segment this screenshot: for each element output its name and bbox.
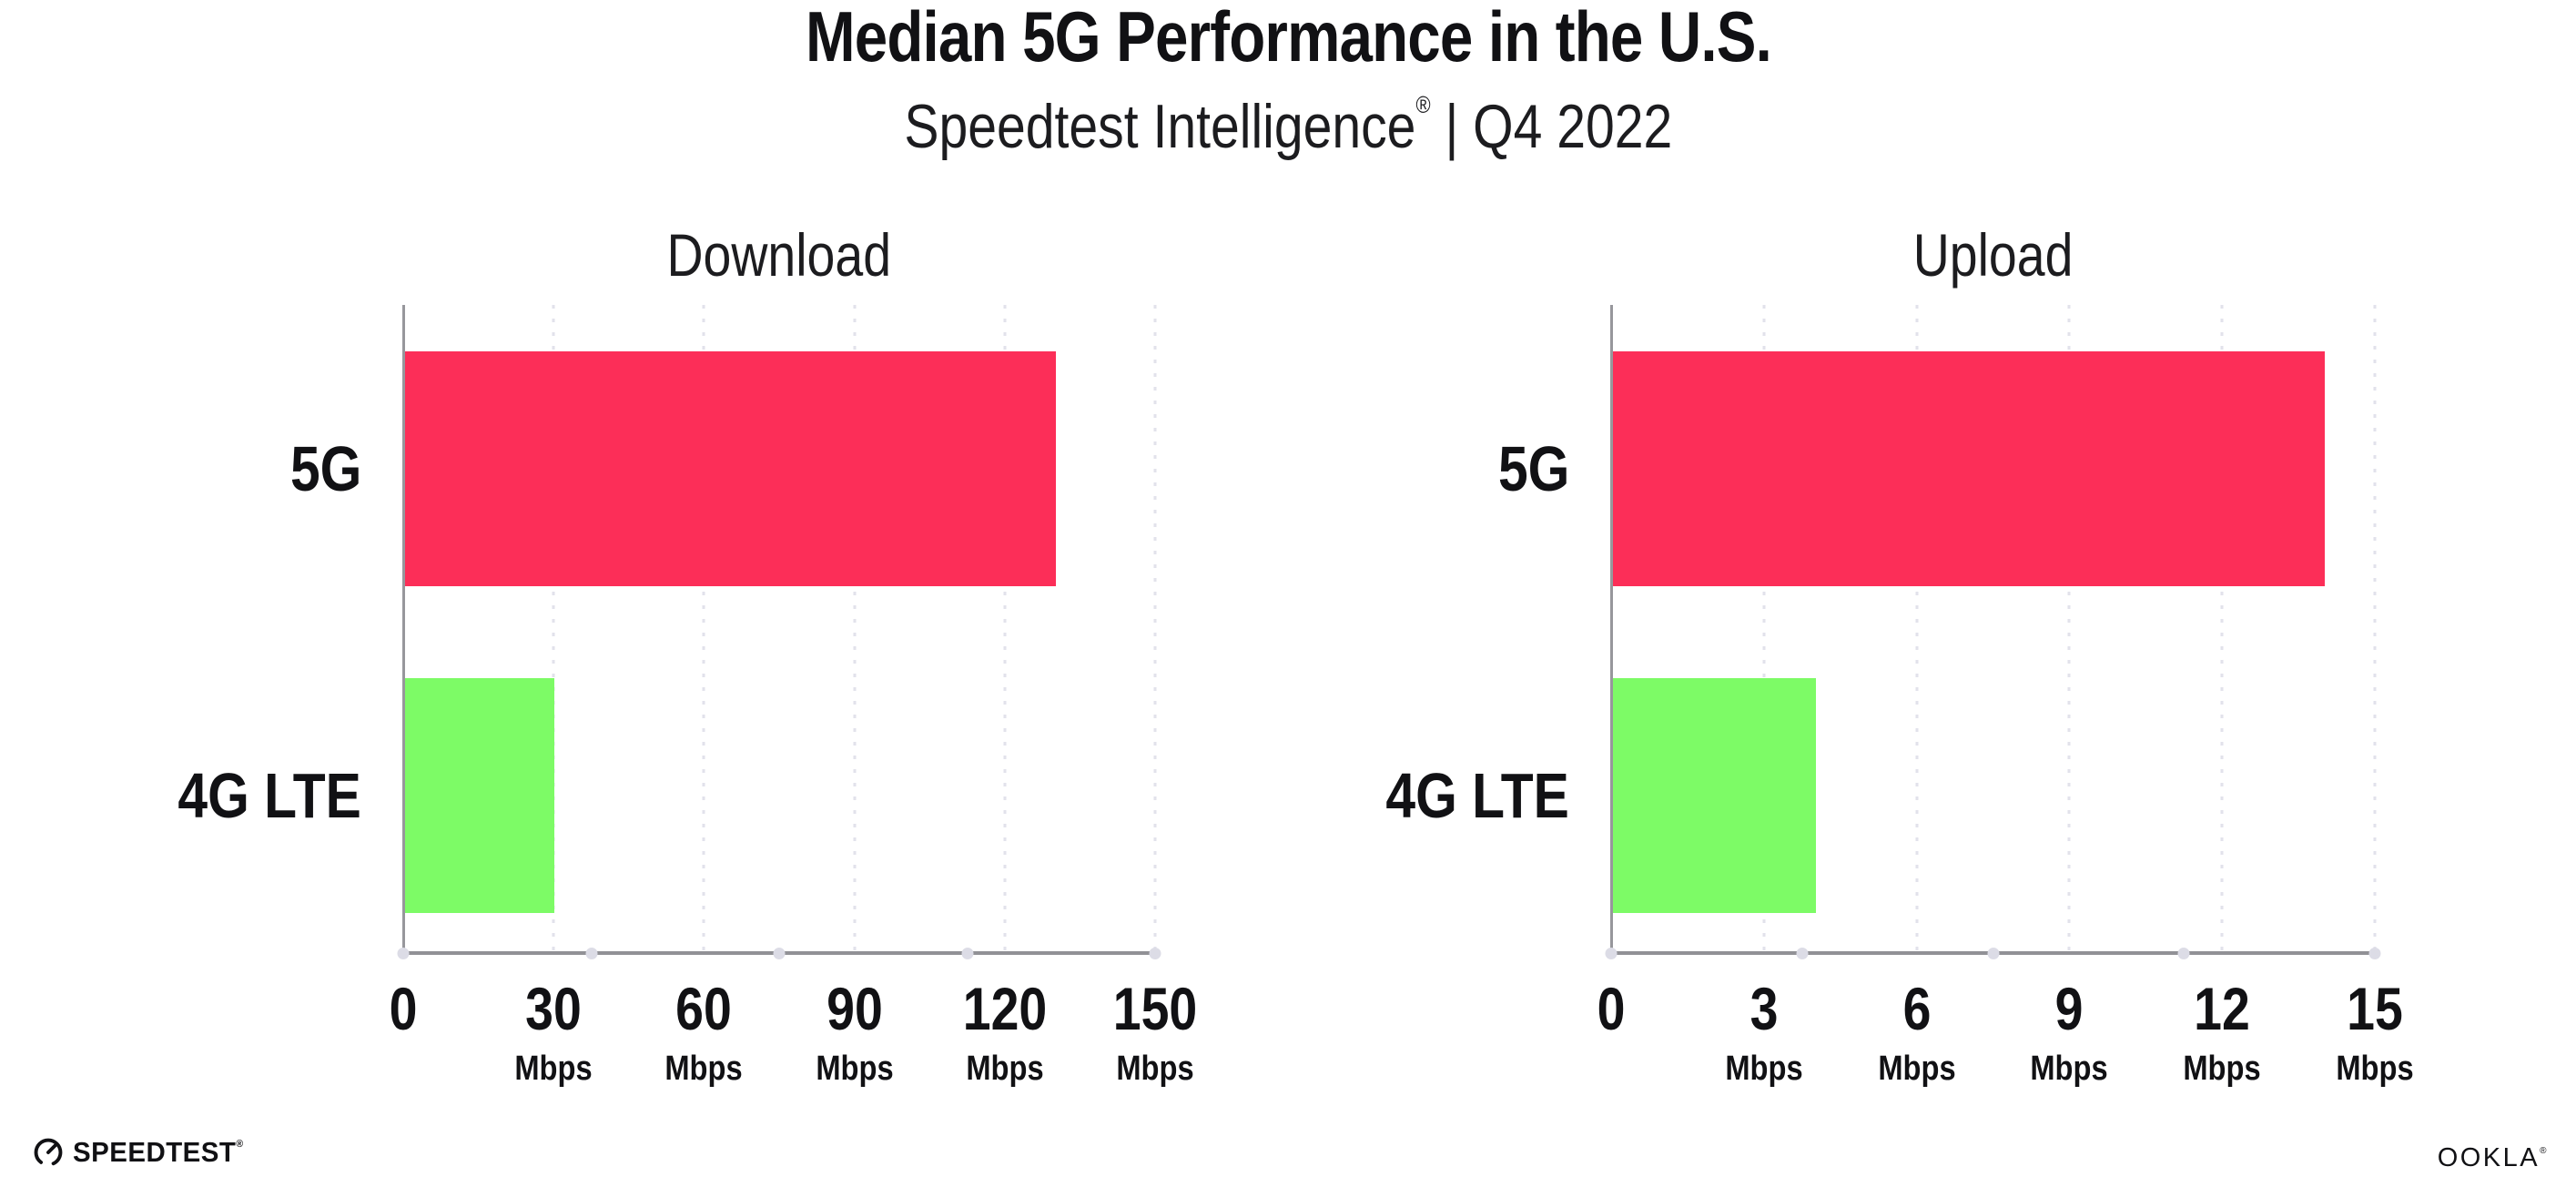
tick-unit: Mbps	[1116, 1050, 1194, 1088]
category-label-5g: 5G	[1497, 433, 1569, 504]
bar-row-4g-lte	[404, 678, 1156, 913]
axis-tick-dot	[961, 948, 973, 959]
tick-value: 9	[2054, 975, 2084, 1042]
tick-value: 90	[826, 975, 883, 1042]
tick-unit: Mbps	[1877, 1050, 1956, 1088]
upload-plot-area: 5G 4G LTE 0 3 Mbps 6 Mbps 9 Mbps 12 Mbps 15 Mbps	[1386, 305, 2414, 1086]
tick-value: 120	[962, 975, 1048, 1042]
tick-unit: Mbps	[966, 1050, 1044, 1088]
axis-tick-dot	[1796, 948, 1809, 959]
tick-unit: Mbps	[1725, 1050, 1803, 1088]
gridline-12	[2220, 305, 2224, 952]
axis-tick-dot	[2177, 948, 2190, 959]
gridline-60	[702, 305, 705, 952]
tick-label-90: 90 Mbps	[809, 979, 899, 1086]
bar-5g	[404, 351, 1056, 586]
registered-mark: ®	[1415, 91, 1431, 118]
axis-tick-dot	[397, 948, 410, 959]
tick-label-6: 6 Mbps	[1871, 979, 1962, 1086]
tick-value: 30	[525, 975, 583, 1042]
tick-label-3: 3 Mbps	[1719, 979, 1809, 1086]
speedtest-registered-mark: ®	[236, 1139, 244, 1150]
category-label-4g-lte: 4G LTE	[1385, 760, 1569, 831]
tick-label-30: 30 Mbps	[509, 979, 599, 1086]
bar-row-5g	[1612, 351, 2376, 586]
speedtest-gauge-icon	[33, 1137, 64, 1168]
download-plot-area: 5G 4G LTE 0 30 Mbps 60 Mbps 90 Mbps 120 Mbps 150 Mb…	[178, 305, 1197, 1086]
tick-label-15: 15 Mbps	[2329, 979, 2419, 1086]
tick-value: 15	[2347, 975, 2403, 1042]
tick-unit: Mbps	[815, 1050, 894, 1088]
tick-unit: Mbps	[2030, 1050, 2109, 1088]
bar-4g-lte	[1612, 678, 1816, 913]
tick-value: 0	[389, 975, 418, 1042]
subtitle-period: | Q4 2022	[1430, 92, 1672, 161]
tick-label-60: 60 Mbps	[659, 979, 749, 1086]
tick-value: 60	[675, 975, 733, 1042]
bar-4g-lte	[404, 678, 555, 913]
tick-value: 3	[1749, 975, 1779, 1042]
tick-value: 6	[1902, 975, 1932, 1042]
tick-label-150: 150 Mbps	[1105, 979, 1205, 1086]
category-label-5g: 5G	[289, 433, 361, 504]
upload-y-axis-line	[1610, 305, 1613, 954]
gridline-9	[2067, 305, 2071, 952]
subtitle-brand: Speedtest Intelligence	[904, 92, 1416, 161]
ookla-registered-mark: ®	[2540, 1146, 2549, 1156]
gridline-3	[1762, 305, 1766, 952]
tick-value: 12	[2194, 975, 2251, 1042]
tick-unit: Mbps	[2183, 1050, 2261, 1088]
speedtest-logo: SPEEDTEST®	[33, 1136, 252, 1169]
gridline-90	[853, 305, 857, 952]
download-y-axis-line	[402, 305, 405, 954]
bar-5g	[1612, 351, 2326, 586]
axis-tick-dot	[773, 948, 786, 959]
page-title: Median 5G Performance in the U.S.	[805, 0, 1772, 76]
tick-label-0: 0	[387, 979, 421, 1039]
tick-label-120: 120 Mbps	[955, 979, 1055, 1086]
axis-tick-dot	[2368, 948, 2381, 959]
tick-unit: Mbps	[514, 1050, 593, 1088]
gridline-15	[2373, 305, 2377, 952]
page-subtitle: Speedtest Intelligence® | Q4 2022	[0, 91, 2576, 161]
tick-label-0: 0	[1595, 979, 1628, 1039]
bar-row-4g-lte	[1612, 678, 2376, 913]
tick-label-9: 9 Mbps	[2024, 979, 2115, 1086]
gridline-120	[1003, 305, 1007, 952]
gridline-6	[1915, 305, 1919, 952]
gridline-150	[1153, 305, 1157, 952]
tick-unit: Mbps	[2336, 1050, 2414, 1088]
tick-unit: Mbps	[664, 1050, 744, 1088]
axis-tick-dot	[1605, 948, 1618, 959]
category-label-4g-lte: 4G LTE	[177, 760, 361, 831]
upload-chart-title: Upload	[1912, 221, 2074, 289]
bar-row-5g	[404, 351, 1156, 586]
axis-tick-dot	[585, 948, 597, 959]
download-chart-title: Download	[666, 221, 892, 289]
tick-value: 150	[1112, 975, 1198, 1042]
ookla-wordmark: OOKLA	[2437, 1143, 2541, 1172]
axis-tick-dot	[1149, 948, 1161, 959]
speedtest-wordmark: SPEEDTEST®	[73, 1136, 244, 1168]
ookla-logo: OOKLA®	[2438, 1143, 2549, 1173]
axis-tick-dot	[1987, 948, 1999, 959]
tick-label-12: 12 Mbps	[2177, 979, 2267, 1086]
tick-value: 0	[1597, 975, 1626, 1042]
gridline-30	[552, 305, 555, 952]
